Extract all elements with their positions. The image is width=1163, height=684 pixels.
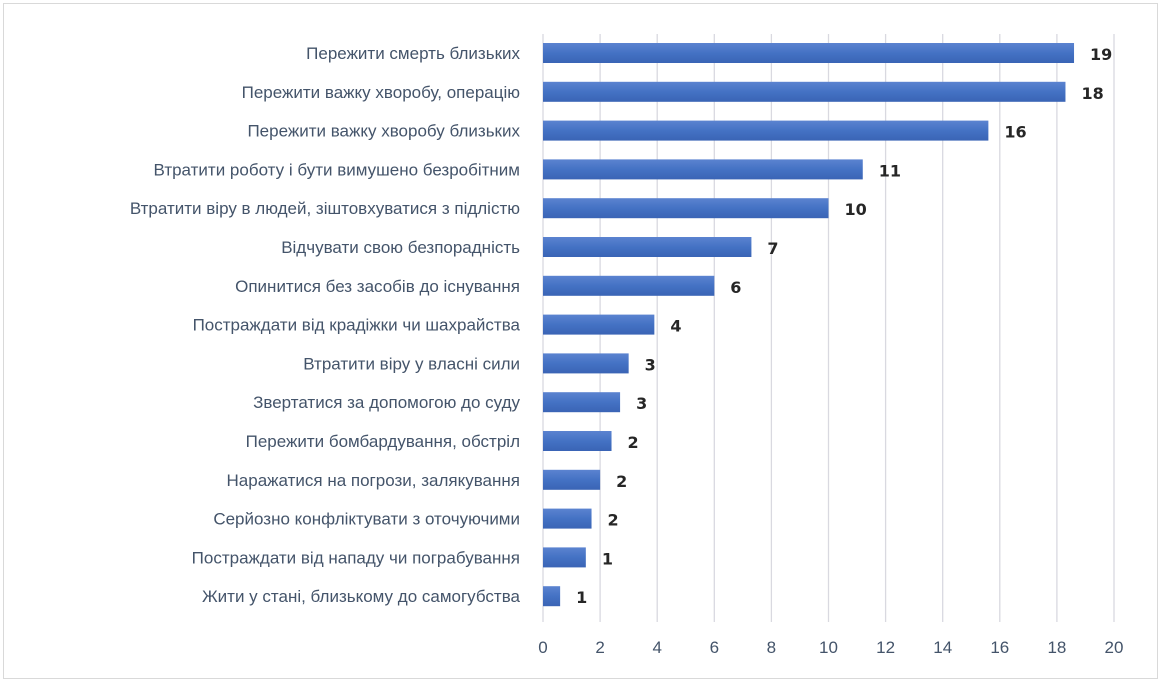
- category-label: Пережити смерть близьких: [306, 44, 520, 63]
- data-label: 1: [602, 549, 613, 568]
- bar: [543, 314, 655, 335]
- category-label: Жити у стані, близькому до самогубства: [202, 587, 521, 606]
- category-label: Втратити віру в людей, зіштовхуватися з …: [130, 199, 520, 218]
- data-label: 1: [576, 588, 587, 607]
- bar: [543, 547, 586, 568]
- category-label: Відчувати свою безпорадність: [281, 238, 520, 257]
- x-tick-label: 18: [1047, 638, 1066, 657]
- x-tick-label: 6: [710, 638, 719, 657]
- category-label: Пережити бомбардування, обстріл: [246, 432, 520, 451]
- bar: [543, 431, 612, 451]
- data-label: 7: [767, 239, 778, 258]
- data-label: 6: [730, 278, 741, 297]
- data-label: 2: [628, 433, 639, 452]
- bar: [543, 586, 561, 607]
- category-label: Звертатися за допомогою до суду: [253, 393, 520, 412]
- bar: [543, 159, 863, 180]
- x-tick-label: 10: [819, 638, 838, 657]
- category-label: Втратити роботу і бути вимушено безробіт…: [154, 160, 520, 179]
- bar: [543, 392, 621, 413]
- data-label: 10: [845, 200, 867, 219]
- data-label: 2: [608, 511, 619, 530]
- data-label: 3: [636, 394, 647, 413]
- data-label: 4: [670, 317, 681, 336]
- x-tick-label: 4: [652, 638, 661, 657]
- bar: [543, 81, 1066, 102]
- x-tick-label: 2: [595, 638, 604, 657]
- bar: [543, 275, 715, 296]
- x-tick-label: 20: [1105, 638, 1124, 657]
- data-label: 2: [616, 472, 627, 491]
- chart-frame: [3, 3, 1158, 679]
- category-label: Постраждати від нападу чи пограбування: [192, 548, 520, 567]
- category-label: Пережити важку хворобу, операцію: [242, 83, 521, 102]
- bars: [543, 43, 1075, 607]
- category-label: Втратити віру у власні сили: [303, 354, 520, 373]
- x-tick-label: 16: [990, 638, 1009, 657]
- category-labels: Пережити смерть близьких Пережити важку х…: [130, 44, 521, 606]
- category-label: Опинитися без засобів до існування: [235, 277, 520, 296]
- x-tick-label: 14: [933, 638, 952, 657]
- data-label: 11: [879, 161, 901, 180]
- x-tick-label: 12: [876, 638, 895, 657]
- x-axis-ticks: 0 2 4 6 8 10 12 14 16 18 20: [538, 638, 1123, 657]
- data-label: 18: [1081, 84, 1103, 103]
- data-label: 19: [1090, 45, 1112, 64]
- bar: [543, 120, 989, 141]
- bar: [543, 508, 592, 529]
- category-label: Постраждати від крадіжки чи шахрайства: [193, 316, 521, 335]
- bar: [543, 353, 629, 374]
- category-label: Пережити важку хворобу близьких: [247, 122, 520, 141]
- bar: [543, 198, 829, 219]
- data-label: 16: [1004, 123, 1026, 142]
- bar: [543, 43, 1075, 63]
- bar: [543, 237, 752, 257]
- bar: [543, 469, 601, 490]
- x-tick-label: 0: [538, 638, 547, 657]
- x-tick-label: 8: [767, 638, 776, 657]
- category-label: Серйозно конфліктувати з оточуючими: [213, 510, 520, 529]
- data-label: 3: [645, 355, 656, 374]
- category-label: Наражатися на погрози, залякування: [227, 471, 520, 490]
